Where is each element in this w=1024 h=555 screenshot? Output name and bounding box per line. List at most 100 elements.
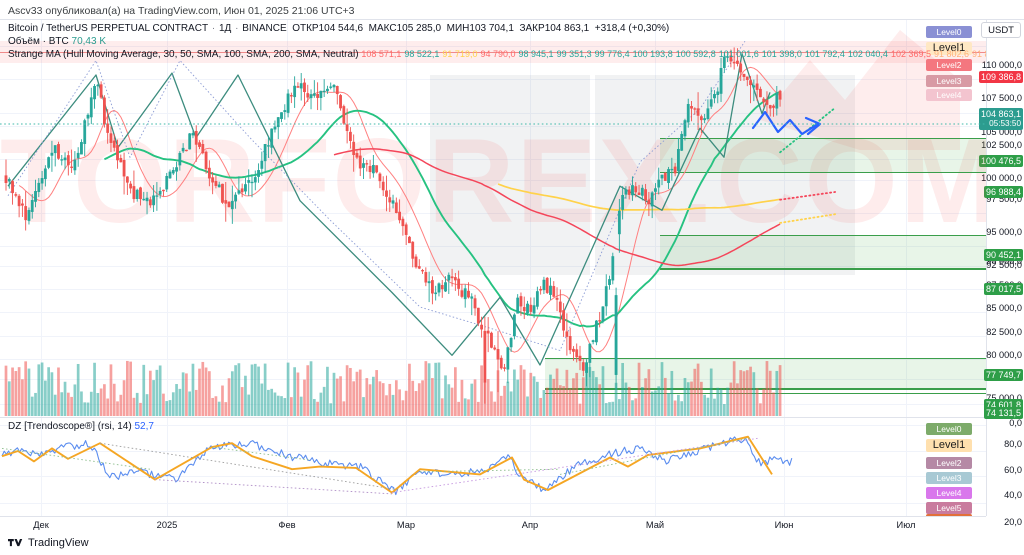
moving-average-lines	[7, 40, 836, 366]
price-tick-4: 100 000,0	[981, 173, 1022, 183]
price-tick-1: 107 500,0	[981, 93, 1022, 103]
ind-gridline-h-2	[0, 476, 986, 477]
chart-frame: TORFOREX.COM Bitcoin / TetherUS PERPETUA…	[0, 19, 1024, 532]
price-tick-8: 90 000,0	[986, 256, 1022, 266]
volume-bars	[4, 360, 782, 416]
level-chip-level4[interactable]: Level4	[926, 487, 972, 499]
ind-gridline-v-7	[906, 418, 907, 516]
gridline-v-0	[41, 20, 42, 417]
time-tick-6: Июн	[774, 520, 794, 530]
footer: TradingView	[8, 537, 89, 549]
ind-gridline-v-5	[655, 418, 656, 516]
gridline-h-9	[0, 289, 986, 290]
time-tick-4: Апр	[521, 520, 539, 530]
ind-gridline-v-3	[406, 418, 407, 516]
zone-line-0-1	[660, 171, 986, 174]
ind-gridline-h-1	[0, 451, 986, 452]
gridline-h-14	[0, 404, 986, 405]
time-axis[interactable]: Дек 2025 Фев Мар Апр Май Июн Июл	[0, 516, 986, 533]
price-badge-4[interactable]: 90 452,1	[983, 249, 1023, 261]
ind-gridline-v-4	[530, 418, 531, 516]
gridline-h-12	[0, 359, 986, 360]
level-chip-level5[interactable]: Level5	[926, 502, 972, 514]
indicator-tick-2: 40,0	[1004, 490, 1022, 500]
tradingview-logo-icon	[8, 538, 23, 546]
price-tick-14: 0,0	[1009, 418, 1022, 428]
ind-gridline-v-1	[167, 418, 168, 516]
ind-gridline-h-0	[0, 425, 986, 426]
price-badge-1[interactable]: 104 863,1 05:53:50	[978, 108, 1023, 130]
gridline-h-11	[0, 336, 986, 337]
level-chip-level4[interactable]: Level4	[926, 89, 972, 101]
level-chip-level3[interactable]: Level3	[926, 75, 972, 87]
indicator-tick-0: 80,0	[1004, 439, 1022, 449]
indicator-tick-3: 20,0	[1004, 517, 1022, 527]
gridline-v-1	[167, 20, 168, 417]
price-badge-2[interactable]: 100 476,5	[978, 155, 1023, 167]
gridline-v-5	[655, 20, 656, 417]
ind-gridline-v-0	[41, 418, 42, 516]
gridline-v-3	[406, 20, 407, 417]
price-tick-0: 110 000,0	[981, 60, 1022, 70]
zone-line-2-0	[545, 357, 986, 360]
level-chip-level0[interactable]: Level0	[926, 423, 972, 435]
time-tick-1: 2025	[156, 520, 178, 530]
candlesticks	[4, 47, 782, 404]
price-tick-2: 105 000,0	[981, 127, 1022, 137]
price-badge-0[interactable]: 109 386,8	[978, 71, 1023, 83]
price-tick-7: 92 500,0	[986, 260, 1022, 270]
gridline-v-7	[906, 20, 907, 417]
price-badge-8[interactable]: 74 131,5	[983, 407, 1023, 419]
price-badge-6[interactable]: 77 749,7	[983, 369, 1023, 381]
indicator-pane[interactable]: DZ [Trendoscope®] (rsi, 14) 52,7 Level0 L…	[0, 417, 986, 516]
zone-line-1-1	[660, 268, 986, 270]
attribution-line: Ascv33 опубликовал(а) на TradingView.com…	[8, 5, 355, 17]
time-tick-0: Дек	[33, 520, 49, 530]
ind-gridline-h-3	[0, 503, 986, 504]
support-zone-2	[545, 357, 986, 389]
price-badge-3[interactable]: 96 988,4	[983, 186, 1023, 198]
price-pane[interactable]: TORFOREX.COM Bitcoin / TetherUS PERPETUA…	[0, 20, 986, 417]
gridline-v-6	[784, 20, 785, 417]
price-tick-5: 97 500,0	[986, 194, 1022, 204]
forecast-zigzag-arrow	[751, 110, 820, 136]
price-badge-5[interactable]: 87 017,5	[983, 283, 1023, 295]
zone-line-1-0	[660, 234, 986, 237]
gridline-h-7	[0, 246, 986, 247]
support-zone-1	[660, 234, 986, 269]
price-tick-12: 80 000,0	[986, 350, 1022, 360]
level-chip-level0[interactable]: Level0	[926, 26, 972, 38]
time-tick-7: Июл	[896, 520, 916, 530]
price-tick-11: 82 500,0	[986, 327, 1022, 337]
gridline-h-10	[0, 312, 986, 313]
currency-chip[interactable]: USDT	[981, 22, 1021, 38]
level-chip-level3[interactable]: Level3	[926, 472, 972, 484]
zone-line-2-1	[545, 388, 986, 390]
zone-line-bottom-extra	[545, 392, 986, 395]
rsi-trendoscope-plot	[1, 435, 793, 496]
gridline-v-2	[287, 20, 288, 417]
price-tick-3: 102 500,0	[981, 140, 1022, 150]
level-chip-level6[interactable]: Level6	[926, 514, 972, 516]
level-chip-level1[interactable]: Level1	[926, 439, 972, 452]
gridline-h-4	[0, 159, 986, 160]
gridline-h-3	[0, 126, 986, 127]
price-tick-10: 85 000,0	[986, 303, 1022, 313]
indicator-value: 52,7	[134, 421, 154, 432]
gridline-h-5	[0, 180, 986, 181]
gridline-h-1	[0, 79, 986, 80]
indicator-legend: DZ [Trendoscope®] (rsi, 14) 52,7	[8, 421, 154, 432]
ind-gridline-v-6	[784, 418, 785, 516]
resistance-line-top	[0, 51, 986, 54]
support-zone-0	[660, 138, 986, 172]
time-tick-3: Мар	[396, 520, 416, 530]
price-tick-13: 75 000,0	[986, 393, 1022, 403]
zone-line-0-0	[660, 138, 986, 140]
level-chip-level1[interactable]: Level1	[926, 42, 972, 55]
level-chip-level2[interactable]: Level2	[926, 59, 972, 71]
forecast-drawings	[0, 110, 986, 136]
time-tick-5: Май	[645, 520, 665, 530]
gridline-h-8	[0, 266, 986, 267]
price-axis[interactable]: USDT 110 000,0 107 500,0 105 000,0 102 500,…	[978, 20, 1024, 527]
level-chip-level2[interactable]: Level2	[926, 457, 972, 469]
